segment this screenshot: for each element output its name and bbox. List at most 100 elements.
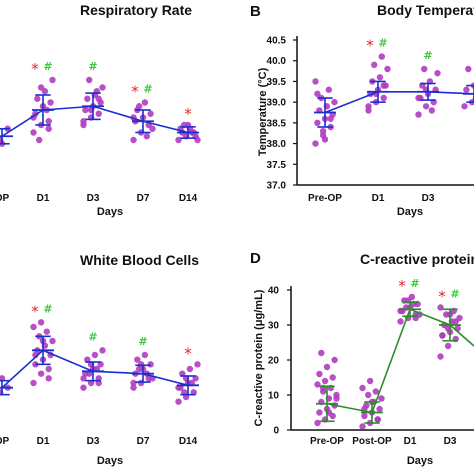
significance-hash: #: [43, 302, 52, 315]
data-point: [141, 99, 149, 106]
data-point: [444, 342, 452, 350]
data-point: [359, 384, 366, 392]
significance-hash: #: [423, 49, 432, 62]
data-point: [384, 65, 391, 73]
data-point: [134, 356, 141, 363]
significance-hash: #: [450, 288, 459, 301]
data-point: [99, 347, 106, 354]
data-point: [175, 136, 182, 144]
y-tick-label: 37.5: [267, 160, 287, 171]
significance-hash: #: [88, 330, 97, 343]
data-point: [319, 127, 327, 135]
data-point: [186, 365, 194, 373]
significance-star: *: [184, 105, 192, 123]
data-point: [45, 125, 52, 132]
data-point: [333, 395, 340, 402]
y-tick-label: 10: [268, 391, 280, 402]
data-point: [316, 370, 323, 378]
data-point: [415, 94, 422, 102]
data-point: [437, 353, 444, 360]
data-point: [147, 110, 154, 117]
data-point: [143, 133, 150, 140]
data-point: [99, 84, 106, 91]
data-point: [45, 118, 52, 125]
x-axis-label: Days: [407, 455, 433, 467]
data-point: [365, 103, 372, 110]
data-point: [136, 103, 143, 110]
significance-hash: #: [43, 60, 52, 73]
x-tick-label: D1: [37, 436, 50, 447]
data-point: [321, 136, 329, 143]
y-tick-label: 30: [268, 321, 280, 332]
x-axis-label: Days: [397, 206, 423, 218]
data-point: [378, 53, 385, 60]
data-point: [331, 98, 338, 106]
panel-title: C-reactive protein (C: [360, 251, 474, 267]
data-point: [376, 74, 384, 81]
y-axis-label: C-reactive protein (μg/mL): [253, 289, 265, 426]
x-tick-label: D1: [404, 436, 417, 447]
data-point: [194, 136, 201, 144]
data-point: [80, 384, 87, 391]
data-point: [378, 395, 385, 402]
data-point: [49, 337, 56, 345]
x-tick-label: D3: [87, 193, 100, 204]
data-point: [465, 65, 472, 73]
data-point: [331, 356, 338, 364]
data-point: [130, 384, 137, 391]
data-point: [314, 119, 321, 127]
x-tick-label: D1: [372, 193, 385, 204]
data-point: [359, 423, 366, 430]
data-point: [43, 328, 50, 335]
data-point: [86, 76, 93, 84]
significance-hash: #: [88, 60, 97, 73]
data-point: [314, 419, 321, 427]
x-tick-label: OP: [0, 193, 10, 204]
data-point: [47, 99, 54, 106]
x-tick-label: Pre-OP: [308, 193, 342, 204]
data-point: [30, 379, 37, 387]
panel-letter: D: [250, 250, 261, 267]
x-tick-label: D3: [422, 193, 435, 204]
significance-star: *: [398, 277, 406, 295]
significance-star: *: [31, 302, 39, 320]
significance-star: *: [131, 83, 139, 101]
x-tick-label: D7: [137, 193, 150, 204]
data-point: [361, 412, 368, 420]
data-point: [421, 65, 428, 73]
mean-line: [324, 90, 474, 114]
mean-line: [1, 105, 189, 137]
data-point: [314, 381, 321, 388]
data-point: [366, 377, 374, 385]
data-point: [45, 375, 52, 382]
data-point: [327, 115, 334, 122]
data-point: [312, 78, 319, 85]
significance-hash: #: [143, 83, 152, 96]
data-point: [34, 95, 41, 102]
data-point: [80, 118, 87, 125]
y-tick-label: 38.0: [267, 139, 287, 150]
data-point: [380, 82, 387, 89]
data-point: [422, 103, 430, 110]
significance-star: *: [366, 37, 374, 55]
data-point: [194, 361, 201, 368]
data-point: [147, 361, 154, 368]
data-point: [49, 76, 56, 84]
panel-letter: B: [250, 3, 261, 20]
data-point: [130, 379, 137, 387]
y-tick-label: 39.5: [267, 77, 287, 88]
data-point: [318, 349, 325, 357]
significance-star: *: [31, 60, 39, 78]
data-point: [372, 388, 379, 395]
data-point: [36, 136, 43, 144]
data-point: [312, 140, 319, 147]
x-tick-label: D3: [87, 436, 100, 447]
y-tick-label: 39.0: [267, 98, 287, 109]
data-point: [437, 304, 444, 311]
data-point: [175, 398, 182, 405]
panel-title: Body Temperature: [377, 2, 474, 18]
data-point: [141, 351, 149, 359]
data-point: [323, 363, 331, 371]
data-point: [380, 94, 387, 102]
